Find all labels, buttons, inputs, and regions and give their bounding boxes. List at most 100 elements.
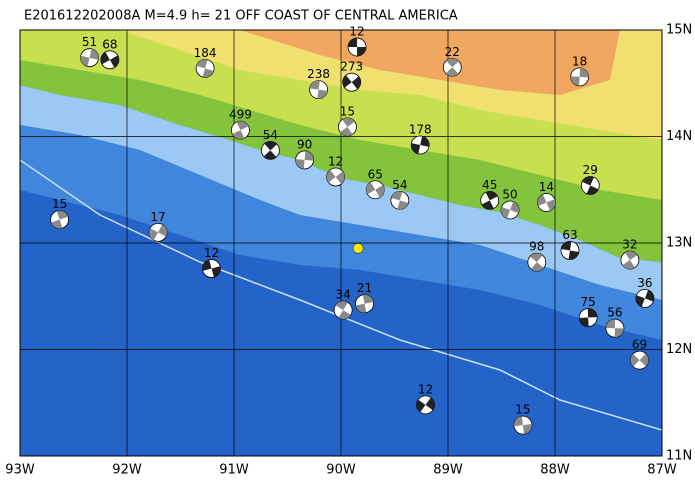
depth-label: 54 — [263, 128, 278, 142]
depth-label: 69 — [632, 338, 647, 352]
beachball-quadrant — [579, 67, 589, 78]
depth-label: 15 — [340, 104, 355, 118]
beachball-quadrant — [236, 121, 249, 131]
beachball-quadrant — [485, 191, 498, 201]
beachball-quadrant — [420, 136, 430, 147]
depth-label: 14 — [539, 180, 554, 194]
beachball-quadrant — [263, 150, 277, 160]
lon-tick-label: 87W — [647, 463, 677, 478]
beachball-quadrant — [446, 58, 459, 68]
beachball-quadrant — [355, 303, 367, 313]
lat-tick-label: 13N — [666, 236, 692, 251]
beachball-quadrant — [622, 260, 635, 270]
beachball-quadrant — [232, 130, 245, 140]
lat-tick-label: 14N — [666, 129, 692, 144]
beachball-quadrant — [587, 308, 598, 318]
beachball-quadrant — [335, 171, 345, 185]
beachball-quadrant — [326, 169, 336, 183]
beachball-quadrant — [630, 353, 640, 367]
map-frame — [19, 29, 663, 457]
lon-tick-label: 91W — [219, 463, 249, 478]
map-title: E201612202008A M=4.9 h= 21 OFF COAST OF … — [24, 9, 458, 24]
beachball-quadrant — [109, 55, 119, 68]
beachball-quadrant — [644, 290, 654, 302]
beachball-quadrant — [338, 310, 351, 320]
trench — [20, 159, 662, 431]
depth-label: 75 — [581, 295, 596, 309]
beachball-quadrant — [481, 200, 494, 210]
depth-label: 18 — [572, 54, 587, 68]
depth-label: 12 — [349, 25, 364, 39]
beachball-quadrant — [304, 151, 314, 161]
lon-tick-label: 90W — [326, 463, 356, 478]
depth-label: 15 — [515, 403, 530, 417]
beachball-quadrant — [375, 185, 385, 198]
depth-label: 15 — [52, 197, 67, 211]
depth-label: 36 — [637, 276, 652, 290]
lon-tick-label: 92W — [112, 463, 142, 478]
depth-label: 21 — [357, 281, 372, 295]
beachball-quadrant — [568, 250, 579, 260]
beachball-quadrant — [202, 259, 212, 271]
depth-label: 63 — [562, 228, 577, 242]
beachball-quadrant — [522, 424, 532, 434]
beachball-quadrant — [537, 194, 547, 206]
depth-label: 184 — [194, 46, 217, 60]
beachball-quadrant — [80, 55, 90, 67]
beachball-quadrant — [416, 399, 426, 413]
depth-label: 238 — [307, 67, 330, 81]
depth-label: 29 — [583, 163, 598, 177]
beachball-quadrant — [529, 253, 543, 263]
beachball-quadrant — [351, 76, 361, 90]
beachball-quadrant — [605, 319, 616, 329]
depth-label: 499 — [229, 108, 252, 122]
depth-label: 12 — [204, 246, 219, 260]
depth-label: 273 — [340, 60, 363, 74]
depth-label: 50 — [502, 187, 517, 201]
beachball-quadrant — [513, 416, 523, 427]
lon-tick-label: 88W — [540, 463, 570, 478]
beachball-quadrant — [357, 47, 367, 56]
beachball-quadrant — [89, 48, 99, 60]
lon-tick-label: 93W — [5, 463, 35, 478]
beachball-quadrant — [624, 251, 638, 261]
beachball-quadrant — [570, 76, 580, 86]
depth-label: 90 — [297, 137, 312, 151]
beachball-quadrant — [309, 80, 320, 90]
beachball-quadrant — [579, 317, 589, 327]
main-event — [352, 243, 364, 254]
beachball-quadrant — [56, 210, 69, 220]
beachball-quadrant — [264, 141, 278, 151]
beachball-quadrant — [100, 52, 110, 65]
lat-tick-label: 12N — [666, 342, 692, 357]
depth-label: 22 — [445, 45, 460, 59]
beachball-quadrant — [196, 59, 208, 69]
depth-label: 56 — [607, 306, 622, 320]
beachball-quadrant — [531, 262, 544, 272]
depth-label: 51 — [82, 35, 97, 49]
depth-label: 54 — [392, 178, 407, 192]
beachball-quadrant — [582, 176, 594, 186]
lat-tick-label: 15N — [666, 23, 692, 38]
lat-tick-label: 11N — [666, 449, 692, 464]
lon-tick-label: 89W — [433, 463, 463, 478]
beachball-quadrant — [501, 206, 511, 219]
beachball-quadrant — [445, 67, 459, 77]
depth-label: 68 — [102, 37, 117, 51]
beachball-quadrant — [202, 68, 214, 78]
beachball-quadrant — [425, 397, 435, 411]
depth-label: 12 — [328, 154, 343, 168]
beachball-quadrant — [340, 126, 353, 136]
land-peak — [240, 30, 620, 95]
beachball-quadrant — [639, 353, 649, 367]
beachball-quadrant — [149, 228, 159, 241]
depth-label: 98 — [529, 240, 544, 254]
depth-label: 12 — [418, 382, 433, 396]
depth-label: 17 — [150, 210, 165, 224]
beachball-quadrant — [335, 301, 348, 311]
beachball-quadrant — [342, 75, 352, 88]
beachball-quadrant — [546, 199, 556, 211]
beachball-quadrant — [635, 295, 645, 307]
beachball-quadrant — [614, 328, 624, 338]
